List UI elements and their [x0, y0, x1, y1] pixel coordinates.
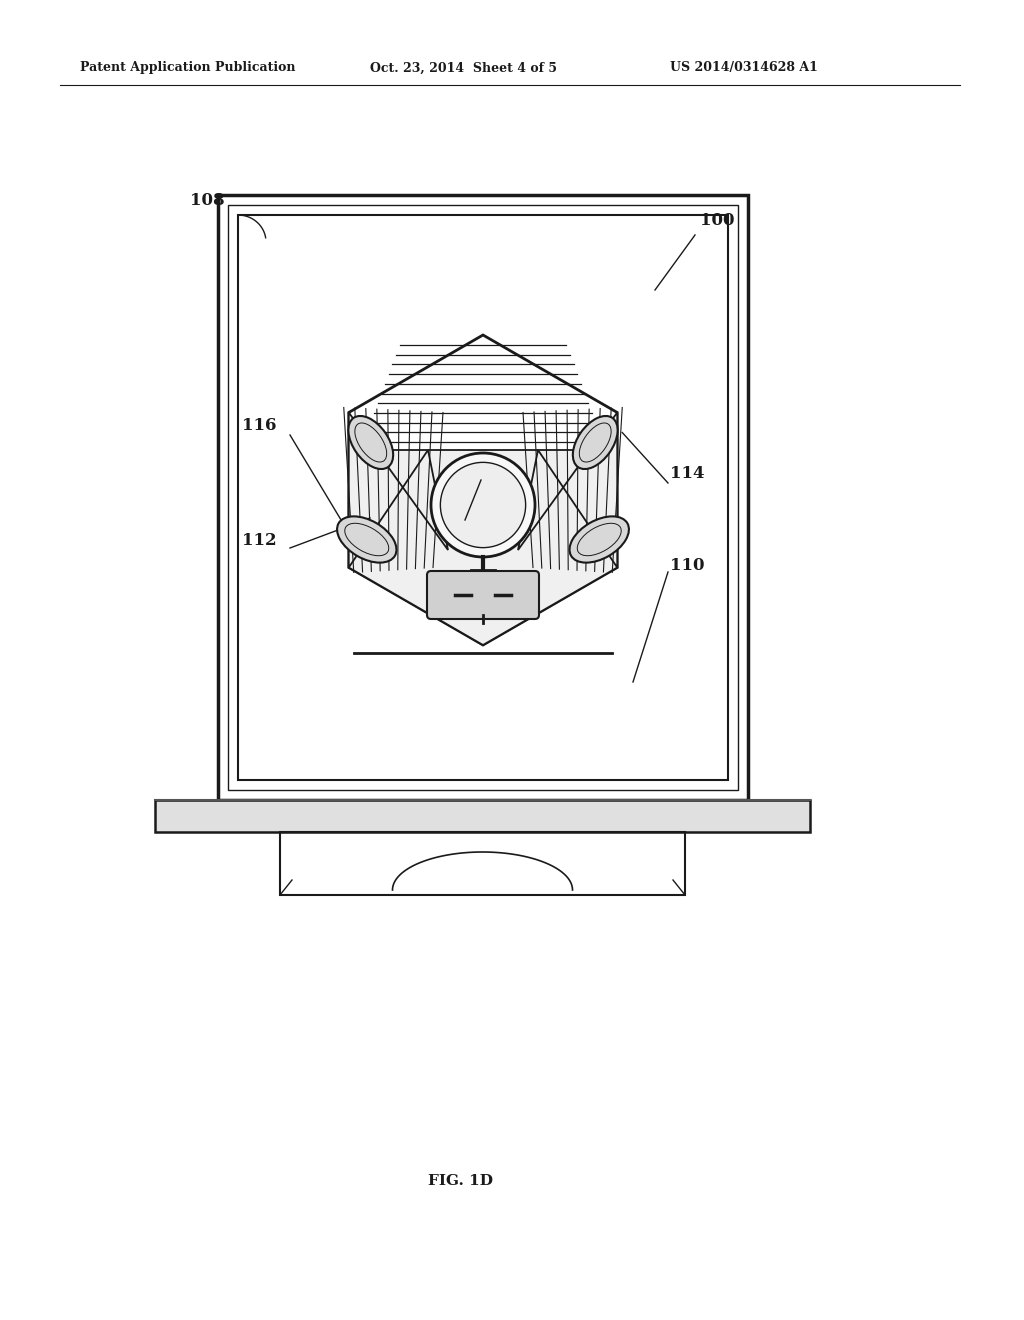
Ellipse shape	[569, 516, 629, 562]
Ellipse shape	[337, 516, 396, 562]
Text: 116: 116	[242, 417, 276, 434]
Ellipse shape	[572, 416, 617, 469]
Text: 114: 114	[670, 465, 705, 482]
Text: Oct. 23, 2014  Sheet 4 of 5: Oct. 23, 2014 Sheet 4 of 5	[370, 62, 557, 74]
Polygon shape	[349, 412, 449, 568]
Polygon shape	[518, 412, 617, 568]
Bar	[228, 205, 738, 789]
Text: 100: 100	[700, 213, 734, 228]
Text: 108: 108	[190, 191, 224, 209]
Ellipse shape	[348, 416, 393, 469]
Circle shape	[431, 453, 535, 557]
Circle shape	[440, 462, 525, 548]
Text: 110: 110	[670, 557, 705, 574]
Text: US 2014/0314628 A1: US 2014/0314628 A1	[670, 62, 818, 74]
Polygon shape	[349, 450, 617, 645]
Bar	[280, 832, 685, 895]
Text: 112: 112	[242, 532, 276, 549]
Bar	[155, 800, 810, 832]
Bar	[218, 195, 748, 800]
Bar	[238, 215, 728, 780]
FancyBboxPatch shape	[427, 572, 539, 619]
Text: Patent Application Publication: Patent Application Publication	[80, 62, 296, 74]
Text: FIG. 1D: FIG. 1D	[427, 1173, 493, 1188]
